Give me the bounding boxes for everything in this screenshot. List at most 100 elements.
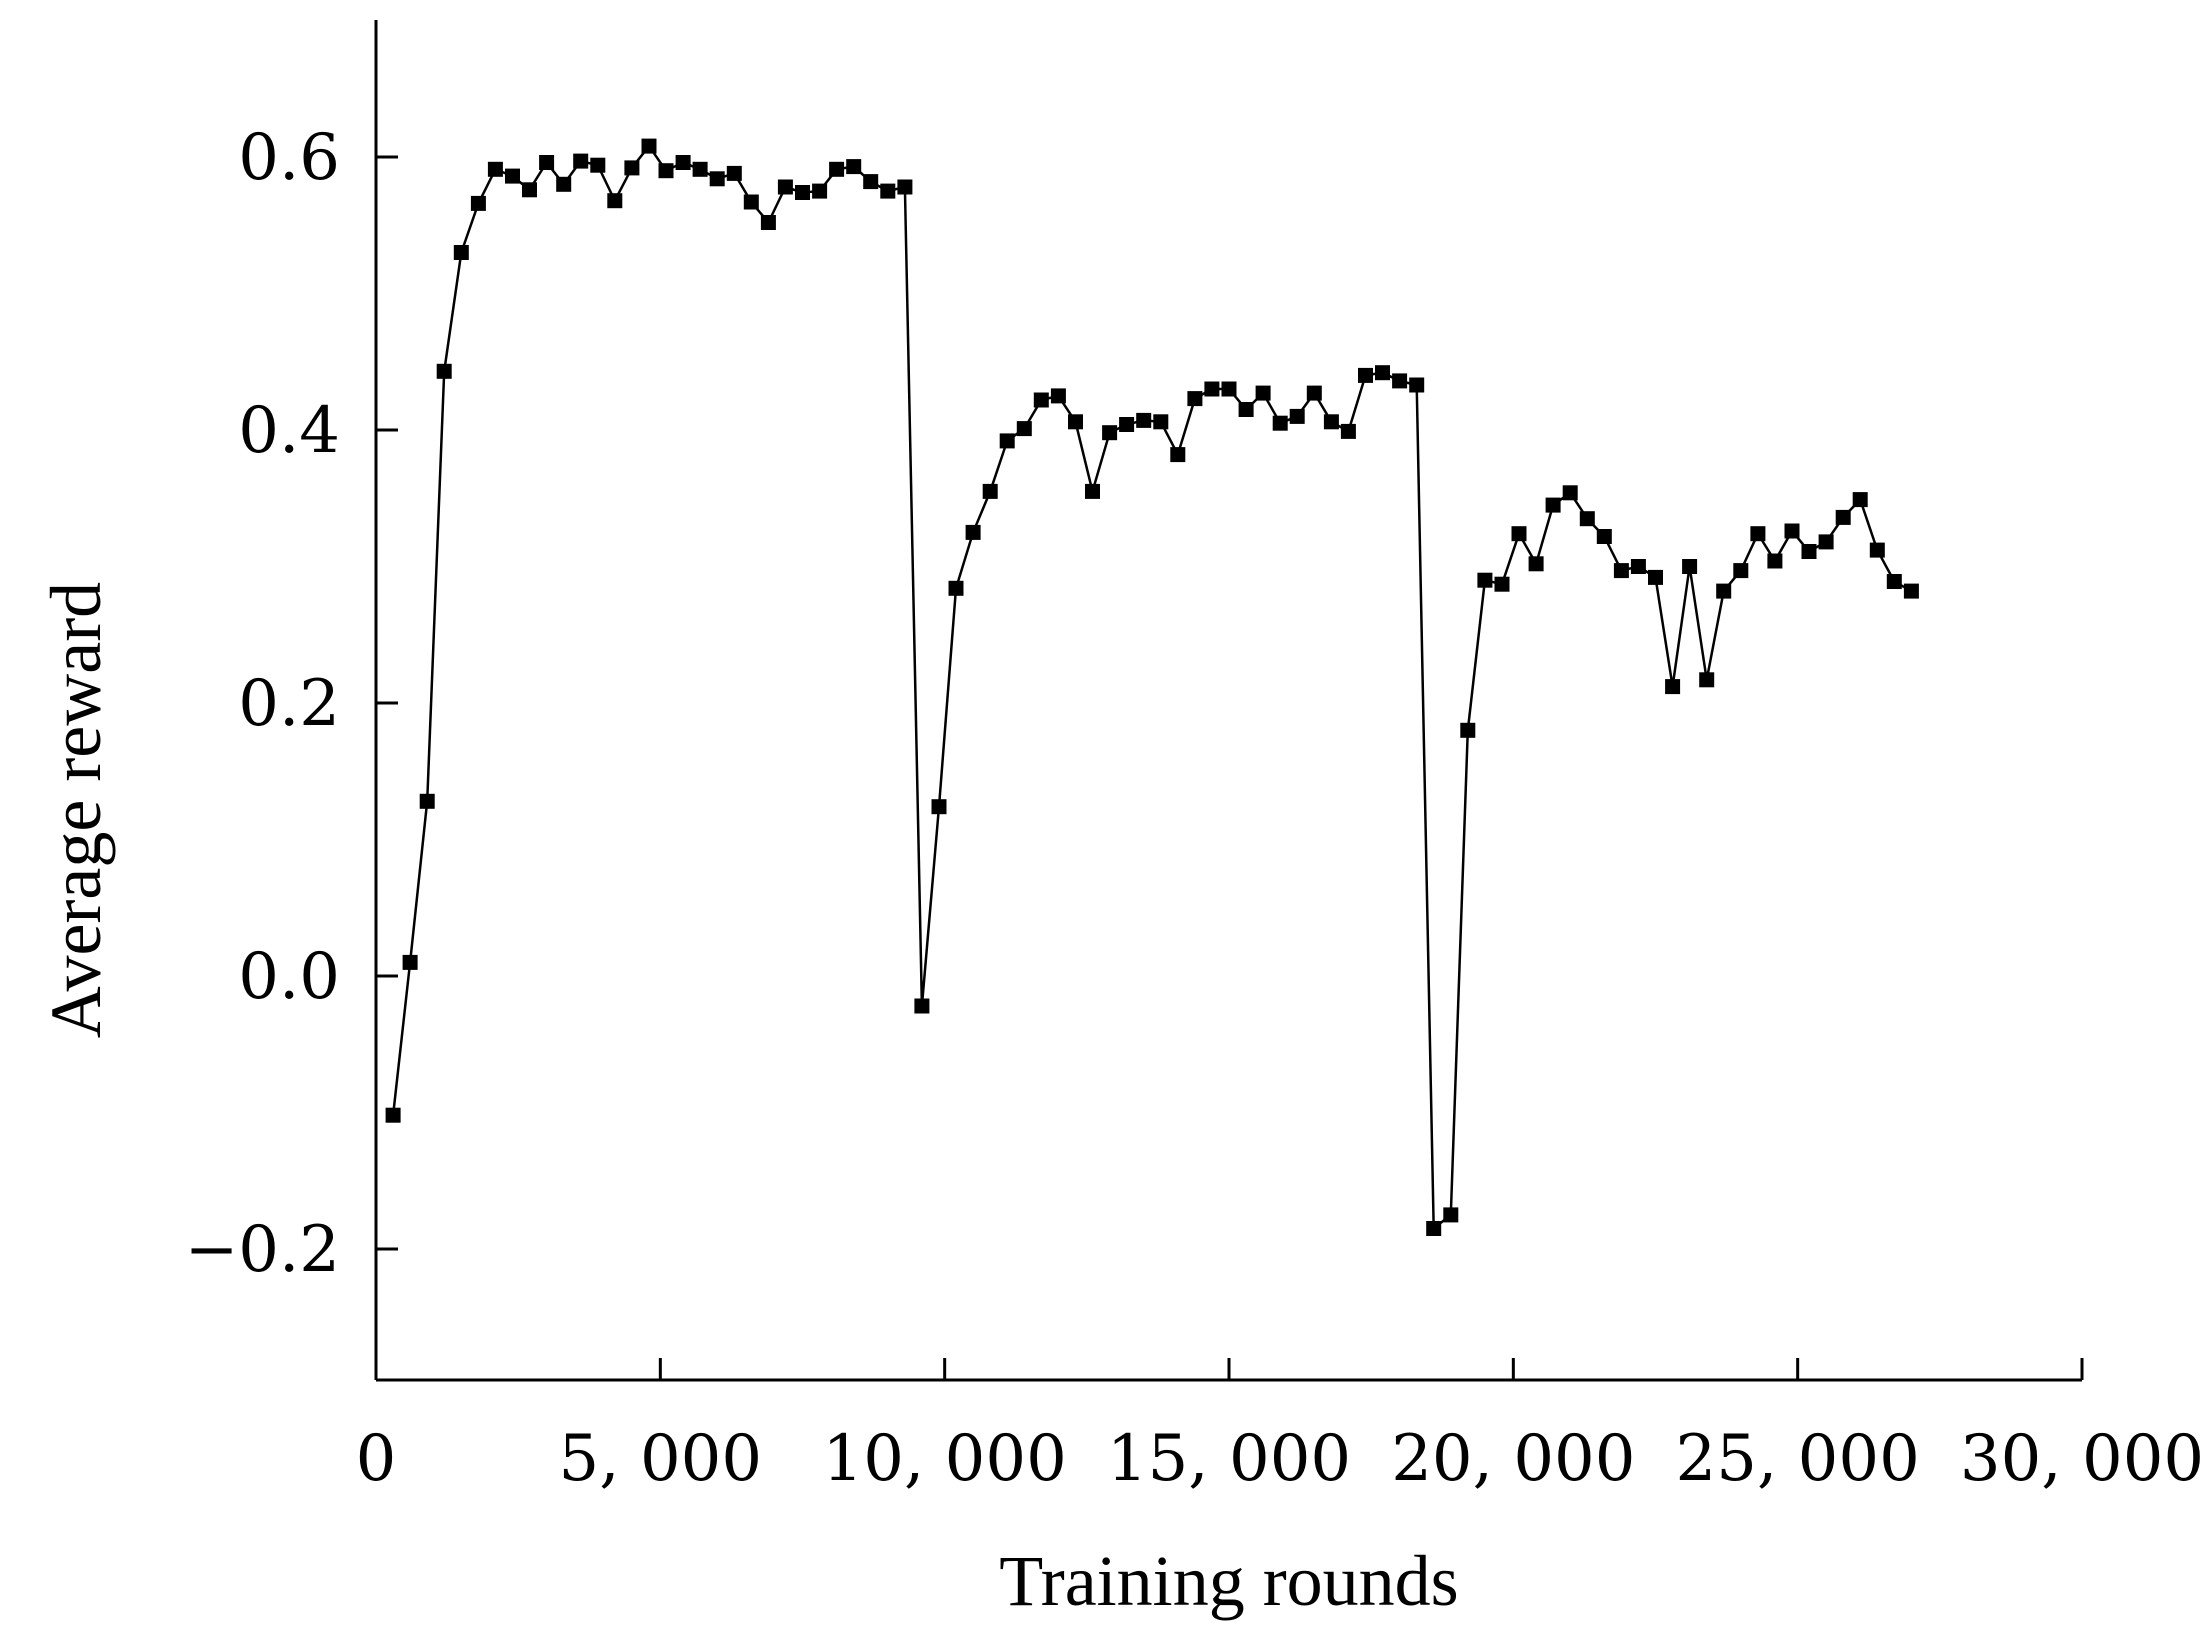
data-point: [573, 153, 589, 169]
data-point: [795, 185, 810, 200]
data-point: [726, 165, 742, 181]
data-point: [1272, 415, 1288, 431]
data-point: [1716, 583, 1732, 599]
data-point: [743, 194, 759, 210]
data-point: [1665, 679, 1681, 695]
data-point: [1443, 1207, 1459, 1223]
data-point: [812, 183, 828, 199]
data-point: [1153, 414, 1169, 430]
data-point: [658, 163, 674, 179]
y-tick-label: 0.4: [238, 394, 340, 468]
data-point: [1068, 414, 1083, 430]
data-point: [590, 157, 606, 173]
data-point: [1562, 485, 1578, 501]
data-point: [1869, 542, 1885, 558]
data-point: [1835, 509, 1851, 525]
data-point: [965, 524, 981, 540]
data-point: [1204, 381, 1220, 397]
data-point: [1358, 367, 1373, 383]
data-point: [1033, 392, 1049, 408]
data-point: [385, 1107, 401, 1123]
data-point: [1750, 526, 1766, 542]
data-point: [1613, 563, 1629, 579]
axes: [374, 20, 2082, 1382]
data-point: [1886, 574, 1902, 589]
x-axis-label: Training rounds: [999, 1541, 1458, 1621]
data-point: [539, 155, 555, 170]
data-point: [1528, 556, 1544, 572]
data-point: [1187, 391, 1203, 407]
data-markers: [385, 138, 1919, 1236]
data-point: [453, 245, 469, 260]
data-point: [1903, 583, 1919, 599]
data-point: [556, 176, 572, 192]
data-point: [760, 215, 776, 230]
data-point: [1579, 511, 1595, 527]
data-point: [1340, 423, 1356, 439]
data-point: [1238, 402, 1254, 417]
x-tick-label: 25, 000: [1676, 1422, 1920, 1496]
data-point: [641, 138, 657, 154]
data-point: [1784, 523, 1800, 539]
data-point: [931, 799, 947, 815]
data-point: [1136, 412, 1152, 428]
data-point: [1852, 492, 1868, 508]
data-point: [1392, 373, 1408, 389]
data-point: [863, 174, 879, 190]
x-tick-label: 10, 000: [823, 1422, 1067, 1496]
data-point: [692, 161, 708, 177]
series-line: [391, 143, 1913, 1232]
data-point: [1409, 377, 1425, 393]
data-point: [829, 161, 845, 177]
data-point: [1801, 544, 1817, 559]
data-point: [1102, 425, 1118, 441]
data-point: [1289, 408, 1305, 424]
data-point: [777, 179, 793, 195]
data-point: [1170, 447, 1186, 463]
x-tick-label: 0: [356, 1422, 397, 1496]
data-point: [522, 182, 537, 198]
x-tick-label: 20, 000: [1391, 1422, 1635, 1496]
data-point: [1630, 559, 1646, 574]
data-point: [914, 998, 930, 1014]
data-point: [624, 160, 640, 176]
data-point: [1306, 385, 1322, 401]
data-point: [1375, 365, 1390, 381]
plot-area: [385, 138, 1919, 1236]
x-tick-label: 30, 000: [1960, 1422, 2202, 1496]
data-point: [1545, 497, 1561, 513]
data-point: [1119, 417, 1135, 432]
y-axis-label: Average reward: [36, 582, 116, 1038]
data-point: [1818, 534, 1834, 550]
data-point: [419, 793, 435, 809]
y-tick-label: −0.2: [185, 1213, 340, 1287]
y-tick-label: 0.6: [238, 121, 340, 195]
data-point: [607, 193, 623, 209]
y-tick-label: 0.0: [238, 940, 340, 1014]
data-point: [846, 159, 862, 175]
data-point: [470, 195, 486, 211]
data-point: [880, 183, 896, 199]
data-point: [487, 161, 503, 177]
data-point: [1682, 559, 1698, 574]
data-point: [1085, 483, 1100, 499]
data-point: [1255, 385, 1271, 401]
data-point: [1511, 526, 1527, 542]
data-point: [1050, 388, 1066, 404]
data-point: [1494, 576, 1510, 592]
data-point: [1323, 414, 1339, 430]
data-point: [675, 155, 691, 170]
y-tick-label: 0.2: [238, 667, 340, 741]
data-point: [897, 179, 913, 195]
data-point: [982, 483, 998, 499]
data-point: [1596, 529, 1612, 544]
data-point: [1699, 672, 1715, 688]
data-point: [1733, 563, 1749, 579]
data-point: [1426, 1221, 1442, 1236]
x-tick-label: 5, 000: [559, 1422, 763, 1496]
data-point: [709, 171, 725, 187]
data-point: [1477, 572, 1493, 588]
x-tick-label: 15, 000: [1107, 1422, 1351, 1496]
data-point: [948, 580, 964, 596]
